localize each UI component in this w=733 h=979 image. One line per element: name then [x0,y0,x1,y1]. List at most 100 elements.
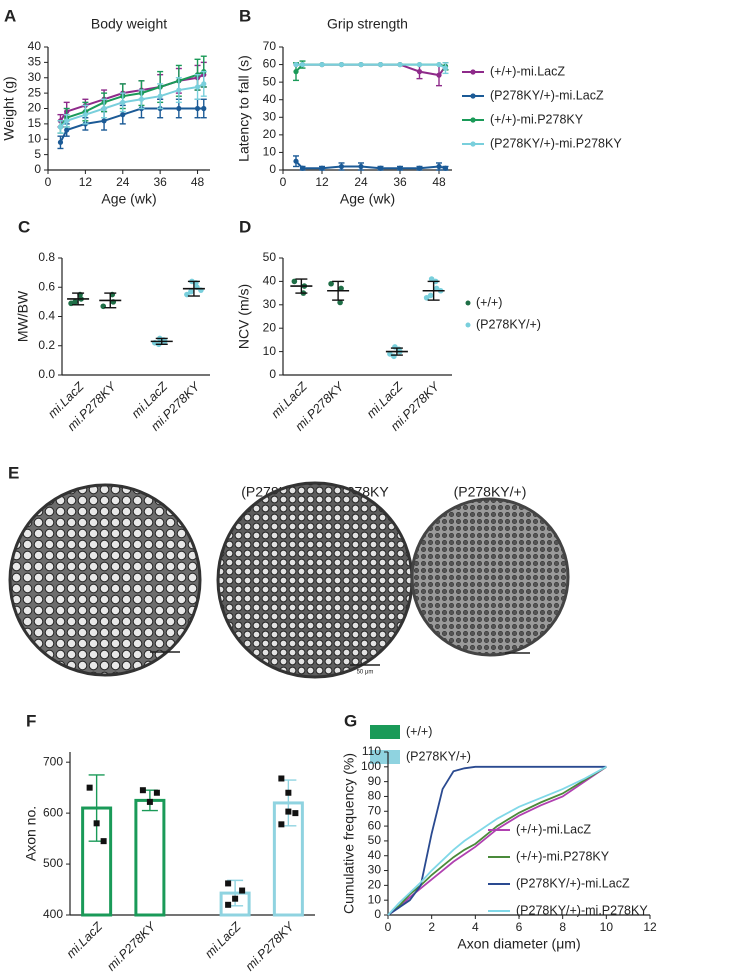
legend-label: (+/+)-mi.LacZ [490,64,565,78]
marker [293,69,299,75]
image-label: (P278KY/+) [454,484,527,500]
y-tick-label: 35 [28,55,42,69]
panel-label: A [4,6,16,25]
data-point [285,808,292,815]
scale-bar-label: 50 μm [357,670,374,676]
x-axis-label: Axon diameter (μm) [457,936,580,952]
line [59,70,205,128]
y-tick-label: 40 [263,274,277,288]
marker [377,165,384,171]
legend-swatch [470,69,476,75]
x-tick-label: 0 [45,175,52,189]
y-tick-label: 20 [263,320,277,334]
marker [397,165,403,171]
x-tick-label: 6 [516,920,523,934]
y-tick-label: 30 [28,70,42,84]
y-axis-label: NCV (m/s) [236,284,252,349]
y-tick-label: 20 [28,101,42,115]
x-tick-label: 0 [280,175,287,189]
data-point [188,288,194,295]
data-point [391,353,397,360]
x-tick-label: 4 [472,920,479,934]
data-point [239,887,246,894]
panel-label: G [344,711,357,730]
marker [338,163,345,170]
marker [176,105,182,112]
marker [194,105,201,112]
marker [416,61,423,68]
y-tick-label: 0.8 [38,250,55,264]
x-axis-label: Age (wk) [340,191,395,207]
marker [120,112,126,118]
nerve-image [216,481,414,679]
x-tick-label: 24 [354,175,368,189]
y-tick-label: 0.4 [38,309,55,323]
y-tick-label: 50 [368,833,382,847]
data-point [285,789,292,796]
line [59,83,205,128]
data-point [278,821,285,828]
y-tick-label: 5 [34,147,41,161]
data-point [153,789,160,796]
legend-swatch [470,93,476,99]
y-tick-label: 10 [263,145,277,159]
y-tick-label: 0.6 [38,279,55,293]
marker [57,139,64,145]
y-axis-label: Latency to fall (s) [236,55,252,162]
line [387,766,607,916]
y-tick-label: 70 [263,39,277,53]
data-point [428,276,435,282]
data-point [72,299,78,305]
x-tick-label: 12 [315,175,329,189]
marker [377,61,384,68]
marker [299,165,306,171]
y-tick-label: 500 [43,856,63,870]
x-tick-label: 10 [600,920,614,934]
x-tick-label: 8 [559,920,566,934]
y-tick-label: 15 [28,116,42,130]
panel-label: E [8,463,19,482]
data-point [292,810,299,817]
marker [57,124,64,130]
x-tick-label: mi.LacZ [202,919,244,961]
data-point [146,798,153,805]
line [387,766,607,916]
data-point [291,278,298,285]
marker [157,93,163,99]
data-point [232,895,239,902]
marker [416,69,423,75]
marker [319,61,325,68]
legend-swatch [465,322,471,328]
line [296,63,447,77]
y-tick-label: 10 [28,131,42,145]
marker [397,61,403,68]
y-tick-label: 0.0 [38,367,55,381]
marker [138,96,145,102]
legend-label: (+/+)-mi.P278KY [516,849,610,863]
marker [176,87,182,93]
data-point [100,838,107,845]
marker [101,105,107,112]
y-tick-label: 0 [269,367,276,381]
line [59,73,205,122]
y-axis-label: Weight (g) [1,76,17,140]
y-axis-label: Cumulative frequency (%) [341,753,357,914]
chart-title: Grip strength [327,16,408,32]
legend-label: (P278KY/+)-mi.LacZ [516,876,630,890]
marker [201,81,207,87]
bar [134,798,166,917]
data-point [139,787,146,794]
marker [338,61,345,68]
x-tick-label: 12 [643,920,657,934]
y-tick-label: 0 [34,162,41,176]
y-tick-label: 50 [263,74,277,88]
y-tick-label: 30 [263,297,277,311]
marker [64,127,70,133]
y-tick-label: 20 [368,878,382,892]
legend-swatch [470,117,476,123]
marker [436,61,442,68]
marker [442,65,449,71]
x-tick-label: mi.P278KY [243,918,298,973]
y-tick-label: 60 [263,57,277,71]
